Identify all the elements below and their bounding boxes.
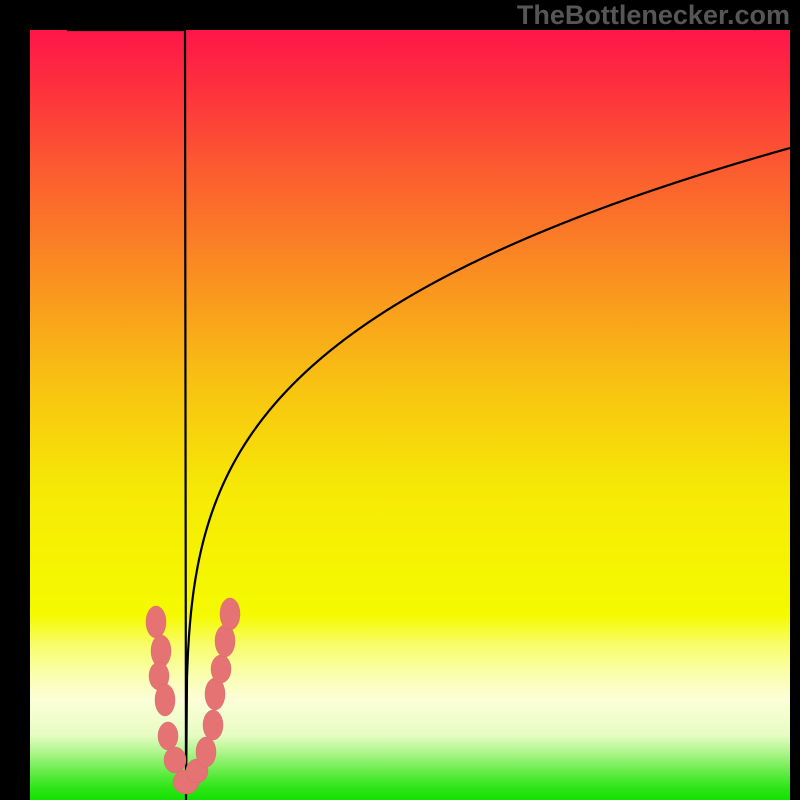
- data-marker: [155, 684, 175, 716]
- data-marker: [196, 737, 216, 767]
- data-marker: [203, 710, 223, 740]
- data-marker: [158, 722, 178, 750]
- data-marker: [146, 606, 166, 638]
- watermark-text: TheBottlenecker.com: [517, 0, 790, 31]
- data-marker: [164, 747, 186, 773]
- plot-gradient-background: [30, 30, 790, 800]
- data-marker: [211, 655, 231, 683]
- data-marker: [220, 598, 240, 630]
- bottleneck-chart: [0, 0, 800, 800]
